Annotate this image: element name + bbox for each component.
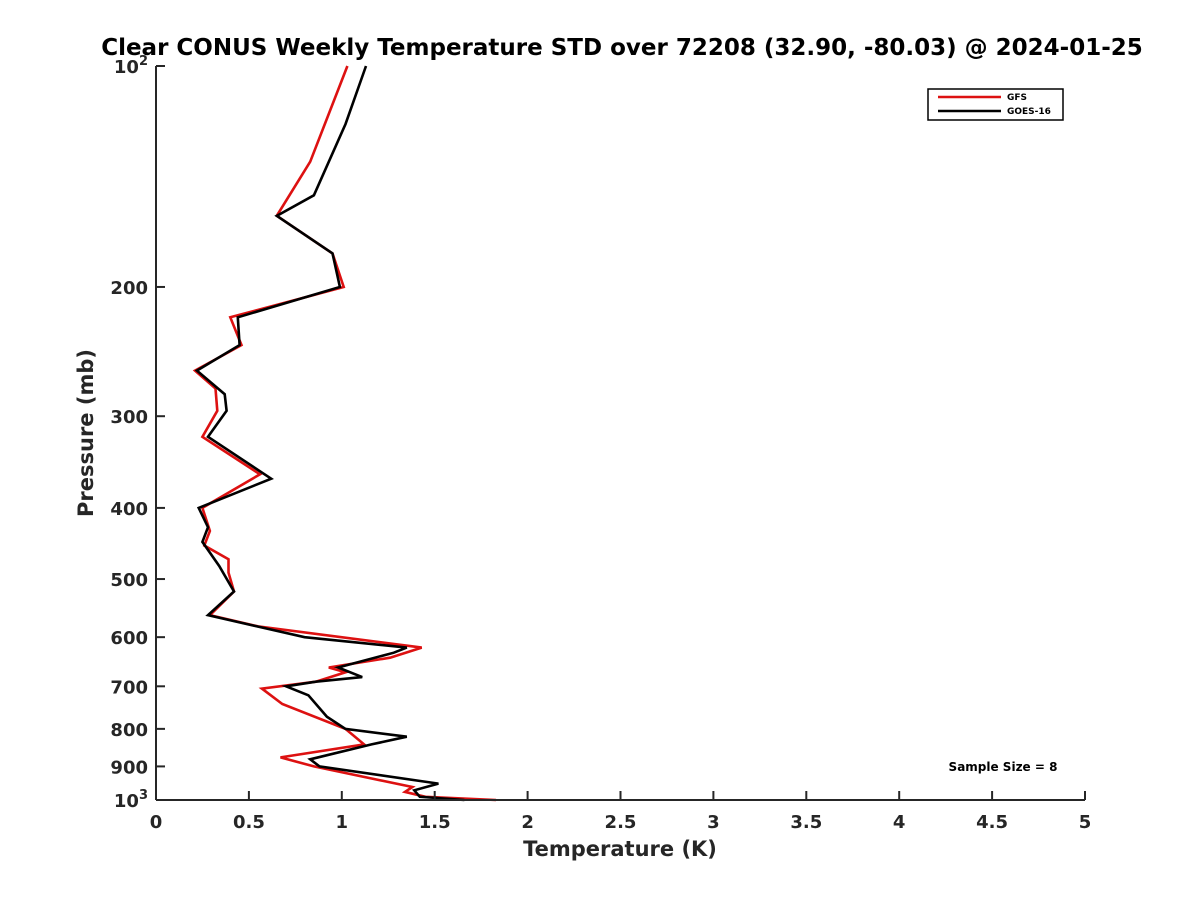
x-ticks: 0 0.5 1 1.5 2 2.5 3 3.5 4 4.5 5: [150, 791, 1092, 833]
y-tick-label: 600: [110, 628, 148, 649]
legend-label-gfs: GFS: [1007, 93, 1027, 103]
plot-area: [156, 66, 1085, 800]
x-tick-label: 3: [707, 812, 720, 833]
x-tick-label: 5: [1079, 812, 1092, 833]
x-tick-label: 3.5: [790, 812, 822, 833]
x-tick-label: 4.5: [976, 812, 1008, 833]
legend: GFS GOES-16: [927, 88, 1064, 121]
sample-size-annotation: Sample Size = 8: [949, 760, 1058, 774]
y-tick-label: 900: [110, 757, 148, 778]
legend-label-goes16: GOES-16: [1007, 107, 1051, 117]
x-axis-label: Temperature (K): [523, 837, 717, 861]
x-tick-label: 0: [150, 812, 163, 833]
legend-box: [927, 88, 1064, 121]
x-tick-label: 2: [521, 812, 534, 833]
x-tick-label: 0.5: [233, 812, 265, 833]
y-tick-label: 200: [110, 278, 148, 299]
x-tick-label: 2.5: [605, 812, 637, 833]
y-tick-label: 500: [110, 570, 148, 591]
y-tick-label: 102: [114, 54, 148, 78]
chart-title: Clear CONUS Weekly Temperature STD over …: [101, 35, 1143, 61]
y-tick-label: 300: [110, 407, 148, 428]
y-tick-label: 400: [110, 499, 148, 520]
x-tick-label: 1.5: [419, 812, 451, 833]
y-tick-label: 700: [110, 677, 148, 698]
series-line-goes16: [194, 65, 465, 802]
y-tick-label: 103: [114, 788, 148, 812]
x-tick-label: 4: [893, 812, 906, 833]
y-tick-label: 800: [110, 720, 148, 741]
y-ticks: 102 200 300 400 500 600 700 800 900 103: [110, 54, 165, 812]
x-tick-label: 1: [336, 812, 349, 833]
y-axis-label: Pressure (mb): [74, 349, 98, 517]
series-layer: [192, 65, 497, 802]
